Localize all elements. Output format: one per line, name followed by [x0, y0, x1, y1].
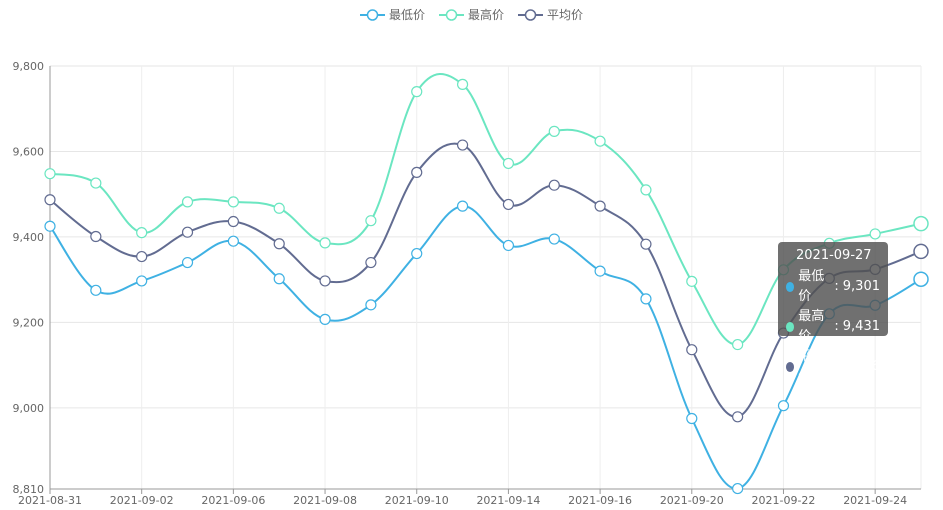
legend-label: 最低价 — [388, 8, 425, 22]
y-tick-label: 8,810 — [13, 483, 45, 496]
series-high-point[interactable] — [44, 168, 56, 180]
series-average-point[interactable] — [456, 139, 469, 151]
legend-label: 最高价 — [467, 8, 504, 22]
tooltip-value: 9,366 — [842, 359, 880, 374]
axes: 8,810 9,000 9,200 9,400 9,600 9,800 2021-08-31… — [13, 60, 921, 507]
y-tick-label: 9,200 — [13, 316, 45, 329]
series-high-point[interactable] — [90, 177, 102, 189]
series-average-point[interactable] — [686, 344, 698, 356]
series-low-point[interactable] — [227, 235, 239, 247]
series-average-point[interactable] — [319, 275, 331, 287]
series-high-point[interactable] — [686, 275, 698, 287]
tooltip-row-low: 最低价: 9,301 — [786, 267, 880, 307]
legend-line-circle-icon — [438, 8, 464, 21]
tooltip-row-average: 平均价: 9,366 — [786, 347, 880, 387]
series-average-point[interactable] — [44, 194, 56, 206]
series-average-point[interactable] — [411, 166, 423, 178]
series-low-point[interactable] — [44, 220, 56, 232]
x-tick-label: 2021-09-14 — [476, 494, 540, 507]
legend-item-low[interactable]: 最低价 — [359, 6, 425, 23]
tooltip-value: 9,301 — [842, 279, 880, 294]
tooltip-dot — [786, 362, 795, 372]
x-tick-label: 2021-09-08 — [293, 494, 357, 507]
legend-item-average[interactable]: 平均价 — [518, 6, 583, 23]
x-tick-label: 2021-08-31 — [18, 494, 82, 507]
tooltip-date: 2021-09-27 — [796, 248, 872, 263]
series-low-point[interactable] — [640, 293, 652, 305]
legend-label: 平均价 — [547, 8, 584, 22]
tooltip-dot — [786, 282, 795, 292]
y-tick-label: 9,600 — [13, 145, 45, 158]
series-low-point[interactable] — [502, 239, 515, 252]
series-high-point[interactable] — [502, 157, 515, 170]
legend-line-circle-icon — [518, 8, 543, 21]
x-tick-label: 2021-09-06 — [201, 494, 265, 507]
series-average-point[interactable] — [732, 411, 744, 423]
series-average-point[interactable] — [90, 230, 102, 243]
series-high-point[interactable] — [365, 215, 377, 227]
x-tick-label: 2021-09-10 — [385, 494, 449, 507]
x-tick-label: 2021-09-02 — [110, 494, 174, 507]
series-high-point[interactable] — [411, 86, 423, 98]
series-average-point[interactable] — [181, 226, 194, 238]
series-high-point[interactable] — [594, 135, 606, 147]
legend: 最低价 最高价 平均价 — [0, 6, 943, 23]
series-high-point[interactable] — [548, 125, 560, 137]
x-tick-label: 2021-09-22 — [752, 494, 816, 507]
series-low-point[interactable] — [136, 275, 148, 287]
tooltip-row-high: 最高价: 9,431 — [786, 307, 880, 347]
series-average-point[interactable] — [227, 215, 239, 228]
series-high-point[interactable] — [136, 227, 148, 239]
x-tick-label: 2021-09-20 — [660, 494, 724, 507]
series-average-point[interactable] — [273, 238, 285, 250]
series-average-point[interactable] — [548, 179, 560, 191]
legend-item-high[interactable]: 最高价 — [438, 6, 504, 23]
series-low-point[interactable] — [594, 265, 606, 277]
y-tick-label: 9,400 — [13, 231, 45, 244]
series-low-point[interactable] — [686, 412, 698, 425]
series-high-point[interactable] — [640, 184, 652, 196]
series-high-point[interactable] — [319, 237, 331, 249]
y-tick-label: 9,800 — [13, 60, 45, 73]
series-average-point[interactable] — [502, 198, 515, 211]
series-low-point[interactable] — [365, 299, 377, 311]
series-high-point[interactable] — [227, 196, 239, 208]
series-low-point[interactable] — [181, 256, 194, 269]
x-tick-label: 2021-09-16 — [568, 494, 632, 507]
series-low-point[interactable] — [548, 233, 560, 245]
tooltip-label: 平均价 — [798, 349, 825, 384]
series-average-point[interactable] — [365, 256, 377, 269]
tooltip-label: 最低价 — [798, 269, 825, 304]
series-low-point[interactable] — [456, 200, 469, 212]
series-low-point[interactable] — [319, 313, 331, 325]
series-average-point[interactable] — [136, 250, 148, 263]
series-low-point[interactable] — [273, 273, 285, 285]
series-low-point[interactable] — [90, 284, 102, 296]
tooltip: 2021-09-27 最低价: 9,301 最高价: 9,431 平均价: 9,… — [778, 242, 888, 384]
series-low-point[interactable] — [411, 247, 423, 260]
tooltip-label: 最高价 — [798, 309, 825, 344]
tooltip-dot — [786, 322, 795, 332]
y-tick-label: 9,000 — [13, 402, 45, 415]
series-average-line — [49, 142, 922, 418]
series-high-point[interactable] — [456, 78, 469, 90]
series-average-point[interactable] — [594, 200, 606, 212]
series-average-point[interactable] — [913, 243, 929, 260]
series-average-point[interactable] — [640, 238, 652, 250]
series-low-point[interactable] — [732, 482, 744, 495]
x-tick-label: 2021-09-24 — [843, 494, 907, 507]
tooltip-value: 9,431 — [842, 319, 880, 334]
series-high-line — [49, 73, 922, 346]
legend-line-circle-icon — [359, 8, 385, 21]
series-high-point[interactable] — [869, 228, 881, 240]
series-low-point[interactable] — [913, 271, 929, 287]
series-high-point[interactable] — [732, 338, 744, 351]
series-high-point[interactable] — [913, 215, 929, 232]
series-high-point[interactable] — [273, 202, 285, 214]
series-low-point[interactable] — [777, 400, 790, 412]
series-high-point[interactable] — [181, 196, 194, 208]
